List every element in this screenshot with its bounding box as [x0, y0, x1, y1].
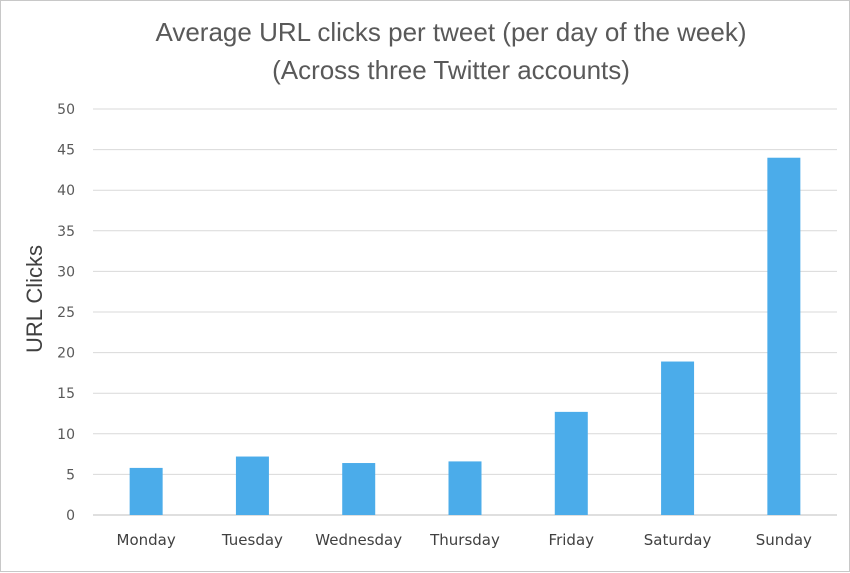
category-label-saturday: Saturday: [644, 531, 712, 549]
chart-subtitle: (Across three Twitter accounts): [272, 55, 630, 85]
y-axis-label: URL Clicks: [22, 245, 47, 353]
y-tick-label: 45: [57, 143, 75, 159]
category-label-wednesday: Wednesday: [315, 531, 402, 549]
y-tick-label: 40: [57, 183, 75, 199]
bar-friday: [554, 411, 588, 515]
bar-tuesday: [235, 456, 269, 515]
x-axis-categories: Monday Tuesday Wednesday Thursday Friday Satu…: [117, 531, 813, 549]
y-tick-label: 50: [57, 102, 75, 118]
y-tick-label: 35: [57, 224, 75, 240]
bar-saturday: [661, 361, 695, 515]
category-label-monday: Monday: [117, 531, 176, 549]
y-tick-label: 10: [57, 427, 75, 443]
y-axis-ticks: 0 5 10 15 20 25 30 35 40 45 50: [57, 102, 75, 524]
bar-sunday: [767, 157, 801, 515]
y-tick-label: 25: [57, 305, 75, 321]
bar-wednesday: [342, 463, 376, 515]
category-label-sunday: Sunday: [756, 531, 812, 549]
y-tick-label: 30: [57, 264, 75, 280]
y-tick-label: 0: [66, 508, 75, 524]
bar-monday: [129, 467, 163, 515]
bar-thursday: [448, 461, 482, 515]
gridlines: [93, 108, 837, 516]
y-tick-label: 5: [66, 467, 75, 483]
category-label-thursday: Thursday: [429, 531, 500, 549]
y-tick-label: 20: [57, 346, 75, 362]
category-label-friday: Friday: [549, 531, 595, 549]
chart-title: Average URL clicks per tweet (per day of…: [155, 17, 746, 47]
category-label-tuesday: Tuesday: [221, 531, 283, 549]
y-tick-label: 15: [57, 386, 75, 402]
bars: [129, 157, 801, 515]
